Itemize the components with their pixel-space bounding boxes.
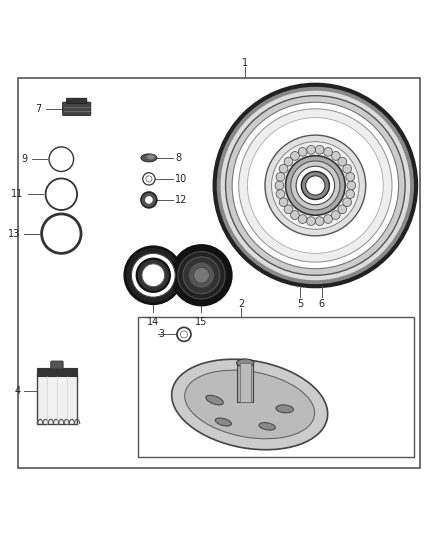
Text: 3: 3: [158, 329, 164, 340]
Circle shape: [177, 327, 191, 342]
Circle shape: [307, 217, 315, 225]
Text: 7: 7: [35, 104, 42, 114]
Text: 6: 6: [319, 300, 325, 309]
Text: 9: 9: [21, 154, 27, 164]
Text: 14: 14: [147, 317, 159, 327]
Circle shape: [143, 173, 155, 185]
Circle shape: [290, 151, 299, 160]
Bar: [138, 317, 414, 457]
Text: 4: 4: [15, 386, 21, 397]
Circle shape: [275, 181, 284, 190]
Circle shape: [142, 264, 165, 287]
FancyBboxPatch shape: [63, 102, 91, 115]
Circle shape: [298, 215, 307, 223]
Circle shape: [332, 211, 340, 220]
Circle shape: [284, 205, 293, 214]
Circle shape: [276, 173, 285, 181]
Text: 15: 15: [195, 317, 208, 327]
Circle shape: [347, 181, 356, 190]
Circle shape: [307, 146, 315, 154]
Circle shape: [284, 157, 293, 166]
Circle shape: [324, 215, 332, 223]
Circle shape: [215, 85, 416, 286]
Circle shape: [332, 151, 340, 160]
Text: 10: 10: [175, 174, 187, 184]
Ellipse shape: [259, 423, 276, 430]
Bar: [237, 363, 253, 402]
Circle shape: [279, 198, 288, 207]
Circle shape: [343, 164, 352, 173]
Circle shape: [194, 268, 209, 283]
Circle shape: [272, 142, 359, 229]
Ellipse shape: [237, 359, 254, 367]
FancyBboxPatch shape: [67, 98, 87, 103]
Circle shape: [286, 156, 345, 215]
Ellipse shape: [172, 359, 328, 450]
Text: 5: 5: [297, 300, 303, 309]
Circle shape: [141, 192, 157, 208]
Circle shape: [180, 331, 187, 338]
Bar: [37, 368, 77, 376]
Ellipse shape: [147, 155, 155, 159]
Circle shape: [188, 262, 215, 288]
Circle shape: [346, 173, 355, 181]
Circle shape: [306, 176, 325, 195]
Bar: [240, 363, 251, 402]
Text: 2: 2: [238, 298, 244, 309]
Text: 1: 1: [242, 58, 248, 68]
Circle shape: [137, 259, 170, 292]
Circle shape: [183, 257, 220, 294]
Circle shape: [49, 147, 74, 172]
Text: 13: 13: [7, 229, 20, 239]
Circle shape: [239, 109, 392, 262]
Circle shape: [290, 211, 299, 220]
Circle shape: [247, 118, 383, 253]
Circle shape: [315, 217, 324, 225]
Ellipse shape: [215, 418, 231, 426]
Circle shape: [315, 146, 324, 154]
Circle shape: [338, 205, 346, 214]
Circle shape: [178, 252, 225, 299]
Circle shape: [291, 161, 340, 210]
Text: 12: 12: [175, 195, 187, 205]
Circle shape: [131, 253, 175, 297]
Circle shape: [343, 198, 352, 207]
Circle shape: [346, 190, 355, 198]
Circle shape: [146, 176, 152, 182]
Bar: [18, 78, 420, 468]
Circle shape: [232, 102, 399, 269]
Circle shape: [172, 246, 231, 305]
Text: 11: 11: [11, 189, 24, 199]
Circle shape: [46, 179, 77, 210]
Circle shape: [145, 196, 153, 204]
Ellipse shape: [141, 154, 157, 162]
Circle shape: [298, 148, 307, 156]
Circle shape: [125, 247, 182, 304]
Circle shape: [226, 96, 405, 275]
Circle shape: [296, 166, 335, 205]
Circle shape: [265, 135, 366, 236]
Ellipse shape: [206, 395, 223, 405]
Circle shape: [279, 164, 288, 173]
Ellipse shape: [276, 405, 293, 413]
Circle shape: [301, 172, 329, 199]
Text: 8: 8: [175, 153, 181, 163]
Circle shape: [338, 157, 346, 166]
Circle shape: [324, 148, 332, 156]
Circle shape: [42, 214, 81, 253]
Bar: [37, 374, 77, 424]
FancyBboxPatch shape: [51, 361, 63, 369]
Circle shape: [220, 90, 411, 281]
Ellipse shape: [185, 370, 314, 439]
Circle shape: [276, 190, 285, 198]
